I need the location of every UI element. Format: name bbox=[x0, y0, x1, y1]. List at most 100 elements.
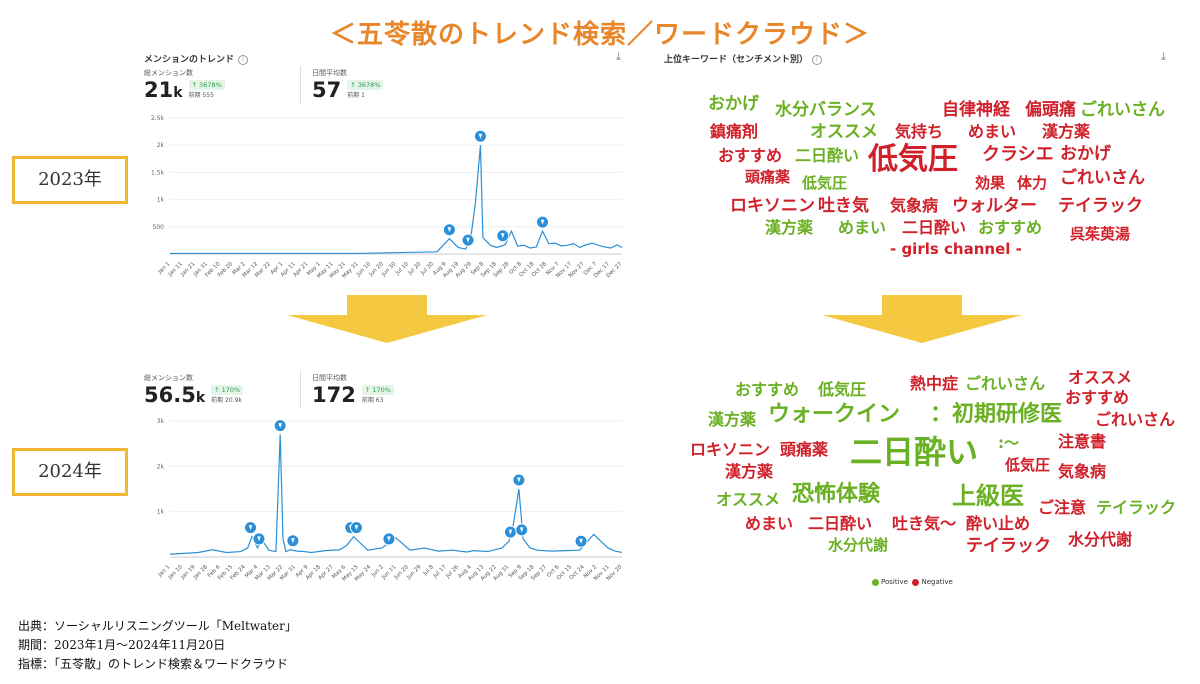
wordcloud-word: 効果 bbox=[975, 174, 1006, 192]
stat-avg-2023: 日間平均数 57 ↑ 3678% 前期 1 bbox=[312, 68, 384, 102]
wordcloud-word: ご注意 bbox=[1038, 498, 1087, 517]
y-tick-label: 1k bbox=[157, 509, 165, 516]
wordcloud-word: 自律神経 bbox=[942, 100, 1010, 120]
y-tick-label: 3k bbox=[157, 418, 165, 425]
wordcloud-word: 酔い止め bbox=[966, 514, 1031, 533]
wordcloud-word: めまい bbox=[745, 514, 794, 533]
change-badge: ↑ 3678% bbox=[347, 80, 384, 90]
wordcloud-word: おすすめ bbox=[735, 380, 800, 399]
event-marker-pin bbox=[478, 133, 483, 139]
wordcloud-word: 漢方薬 bbox=[708, 410, 757, 429]
download-icon[interactable]: ⤓ bbox=[1161, 50, 1166, 63]
wordcloud-word: おかげ bbox=[708, 94, 759, 114]
wordcloud-word: めまい bbox=[968, 122, 1017, 141]
event-marker-icon bbox=[244, 521, 258, 535]
event-marker-icon bbox=[382, 532, 396, 546]
divider bbox=[300, 66, 301, 104]
wordcloud-2023: おかげ 水分バランス 自律神経 偏頭痛 ごれいさん 鎮痛剤 オススメ 気持ち めまい 漢方薬 おすす… bbox=[690, 90, 1190, 270]
wordcloud-word: オススメ bbox=[810, 122, 878, 142]
x-tick-label: Jul 20 bbox=[407, 261, 423, 277]
wordcloud-word: めまい bbox=[838, 218, 887, 237]
download-icon[interactable]: ⤓ bbox=[616, 50, 621, 63]
change-badge: ↑ 3678% bbox=[188, 80, 225, 90]
wordcloud-word: 気象病 bbox=[890, 196, 939, 215]
event-marker-icon bbox=[512, 473, 526, 487]
year-label-2023: 2023年 bbox=[12, 156, 128, 204]
stat-total-label: 総メンション数 bbox=[144, 374, 193, 382]
stat-avg-2024: 日間平均数 172 ↑ 170% 前期 63 bbox=[312, 373, 394, 407]
series-line bbox=[169, 434, 623, 555]
event-marker-icon bbox=[442, 223, 456, 237]
trend-panel-title: メンションのトレンド i bbox=[144, 52, 249, 65]
negative-dot-icon bbox=[912, 578, 920, 586]
info-icon[interactable]: i bbox=[812, 54, 823, 65]
event-marker-icon bbox=[286, 534, 300, 548]
wordcloud-word: ごれいさん bbox=[1080, 100, 1165, 120]
wordcloud-word: クラシエ bbox=[982, 144, 1054, 165]
wordcloud-panel-title: 上位キーワード（センチメント別） i bbox=[664, 52, 823, 65]
wordcloud-word: 気持ち bbox=[895, 122, 944, 141]
event-marker-icon bbox=[252, 532, 266, 546]
stat-avg-value: 172 bbox=[312, 383, 356, 407]
event-marker-pin bbox=[517, 477, 521, 483]
divider bbox=[300, 371, 301, 409]
wordcloud-word: テイラック bbox=[1096, 498, 1177, 517]
down-arrow bbox=[822, 295, 1022, 343]
stat-total-value: 56.5 bbox=[144, 383, 196, 407]
wordcloud-word: 漢方薬 bbox=[1042, 122, 1091, 141]
footer-metric: 指標：「五苓散」のトレンド検索＆ワードクラウド bbox=[18, 657, 289, 671]
wordcloud-word: - girls channel - bbox=[890, 240, 1022, 258]
info-icon[interactable]: i bbox=[238, 54, 249, 65]
wordcloud-word: ：初期研修医 bbox=[930, 402, 1063, 427]
prev-value: 前期 20.9k bbox=[211, 397, 242, 404]
wordcloud-word: 吐き気～ bbox=[892, 514, 957, 533]
event-marker-pin bbox=[447, 227, 452, 233]
wordcloud-word: 水分代謝 bbox=[1068, 530, 1133, 549]
wordcloud-word: ごれいさん bbox=[965, 374, 1046, 393]
footer-source: 出典：ソーシャルリスニングツール「Meltwater」 bbox=[18, 619, 297, 633]
wordcloud-word: テイラック bbox=[1058, 196, 1143, 216]
prev-value: 前期 1 bbox=[347, 92, 365, 99]
wordcloud-word: 漢方薬 bbox=[725, 462, 774, 481]
wordcloud-word: 鎮痛剤 bbox=[710, 122, 759, 141]
event-marker-pin bbox=[540, 219, 545, 225]
stat-avg-label: 日間平均数 bbox=[312, 374, 347, 382]
event-marker-pin bbox=[579, 538, 583, 544]
wordcloud-word: 低気圧 bbox=[802, 174, 848, 192]
event-marker-icon bbox=[273, 419, 287, 433]
legend-positive: Positive bbox=[881, 578, 908, 586]
wordcloud-word: 低気圧 bbox=[1005, 456, 1051, 474]
stat-total-2023: 総メンション数 21k ↑ 3678% 前期 555 bbox=[144, 68, 225, 102]
wordcloud-word: おかげ bbox=[1060, 144, 1111, 164]
event-marker-pin bbox=[248, 525, 253, 531]
x-tick-label: Jul 17 bbox=[432, 564, 448, 580]
positive-dot-icon bbox=[872, 578, 879, 586]
legend-negative: Negative bbox=[921, 578, 953, 586]
event-marker-pin bbox=[466, 237, 470, 243]
wordcloud-word: 二日酔い bbox=[795, 146, 860, 165]
footer-period: 期間：2023年1月～2024年11月20日 bbox=[18, 638, 226, 652]
wordcloud-word: 吐き気 bbox=[818, 196, 869, 216]
year-label-2024: 2024年 bbox=[12, 448, 128, 496]
wordcloud-word: 偏頭痛 bbox=[1025, 100, 1076, 120]
wordcloud-word: 恐怖体験 bbox=[792, 482, 881, 507]
wordcloud-word: 二日酔い bbox=[850, 433, 979, 471]
event-marker-icon bbox=[536, 215, 550, 229]
wordcloud-word: おすすめ bbox=[978, 218, 1043, 237]
stat-total-2024: 総メンション数 56.5k ↑ 170% 前期 20.9k bbox=[144, 373, 244, 407]
wordcloud-word: ウォルター bbox=[952, 196, 1037, 216]
wordcloud-word: 二日酔い bbox=[808, 514, 873, 533]
stat-total-label: 総メンション数 bbox=[144, 69, 193, 77]
wordcloud-word: 漢方薬 bbox=[765, 218, 814, 237]
series-line bbox=[170, 145, 623, 255]
wordcloud-panel-title-text: 上位キーワード（センチメント別） bbox=[664, 55, 809, 65]
prev-value: 前期 63 bbox=[361, 397, 384, 404]
wordcloud-word: 低気圧 bbox=[818, 380, 867, 399]
stat-total-value: 21 bbox=[144, 78, 174, 102]
wordcloud-word: 低気圧 bbox=[868, 142, 958, 177]
y-tick-label: 1k bbox=[157, 197, 165, 204]
stat-total-unit: k bbox=[195, 390, 206, 406]
down-arrow bbox=[287, 295, 487, 343]
wordcloud-word: オススメ bbox=[1068, 368, 1133, 387]
